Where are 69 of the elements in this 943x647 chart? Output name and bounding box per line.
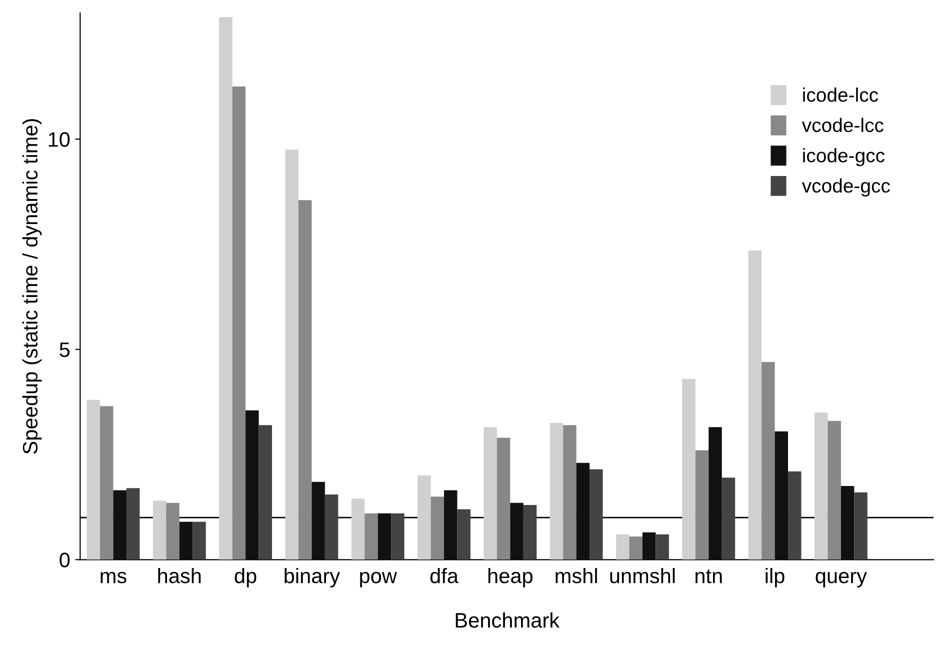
y-tick-label: 5 [60, 342, 70, 358]
bar [430, 496, 444, 560]
y-tick-label: 10 [48, 132, 70, 147]
bar [590, 469, 603, 560]
bar [192, 522, 206, 560]
x-tick-label: query [816, 572, 867, 588]
bar [774, 431, 788, 560]
bar [840, 486, 854, 560]
bar [496, 438, 510, 560]
x-tick-label: ms [100, 572, 126, 584]
bar [457, 509, 470, 560]
bar [748, 250, 762, 560]
x-tick-label: dfa [430, 568, 458, 584]
x-tick-label: dp [234, 568, 256, 588]
bar [510, 502, 524, 560]
bar [484, 427, 497, 560]
bar [762, 362, 775, 560]
bar [828, 420, 841, 560]
bar [616, 534, 630, 560]
bar [364, 513, 378, 560]
legend-label: vcode-lcc [802, 118, 884, 132]
bar [232, 86, 246, 560]
y-axis-title: Speedup (static time / dynamic time) [22, 119, 42, 454]
bar [788, 471, 802, 560]
bar [312, 482, 325, 560]
x-tick-label: ntn [696, 570, 722, 584]
x-tick-label: ilp [766, 568, 784, 588]
legend-label: icode-lcc [803, 88, 878, 102]
bar [166, 502, 180, 560]
bar [258, 425, 272, 560]
x-tick-label: hash [158, 568, 201, 584]
bar [391, 513, 404, 560]
bar [722, 478, 736, 560]
bar [324, 494, 338, 560]
bar [854, 492, 868, 560]
bar [113, 490, 126, 560]
bar [576, 462, 590, 560]
bar [523, 504, 537, 560]
bar [285, 150, 298, 560]
y-tick-label: 0 [60, 552, 70, 568]
bar [179, 522, 193, 560]
bar [418, 476, 431, 560]
bar [563, 425, 576, 560]
bar [642, 532, 656, 560]
bar [126, 488, 140, 560]
x-tick-label: unmshl [610, 568, 675, 584]
bar [656, 534, 669, 560]
bar [695, 450, 709, 560]
bar [814, 412, 828, 560]
x-tick-label: heap [488, 568, 532, 588]
bar [246, 410, 259, 560]
bar [550, 422, 564, 560]
bar [298, 200, 312, 560]
bar [378, 513, 392, 560]
bar [708, 427, 722, 560]
bar [351, 498, 365, 560]
bar [629, 536, 642, 560]
x-tick-label: pow [360, 572, 398, 588]
x-tick-label: mshl [556, 568, 597, 584]
legend-label: vcode-gcc [802, 178, 890, 197]
bar [86, 400, 100, 560]
legend-label: icode-gcc [803, 148, 885, 166]
bar [219, 17, 232, 560]
x-axis-title: Benchmark [456, 612, 560, 628]
bar [682, 378, 696, 560]
x-tick-label: binary [284, 568, 340, 588]
bar [152, 500, 166, 560]
bar [100, 406, 114, 560]
bar [444, 490, 458, 560]
